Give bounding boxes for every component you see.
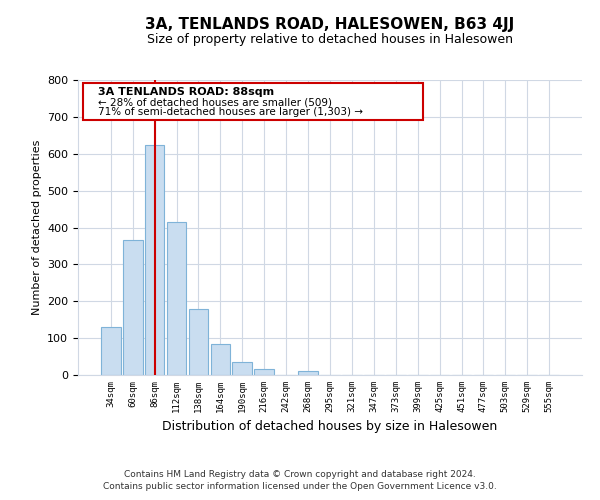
Bar	[188, 308, 208, 375]
Bar	[145, 144, 164, 375]
X-axis label: Distribution of detached houses by size in Halesowen: Distribution of detached houses by size …	[163, 420, 497, 434]
FancyBboxPatch shape	[83, 83, 423, 120]
Text: 3A TENLANDS ROAD: 88sqm: 3A TENLANDS ROAD: 88sqm	[98, 88, 274, 98]
Bar	[211, 344, 230, 375]
Bar	[101, 327, 121, 375]
Text: Size of property relative to detached houses in Halesowen: Size of property relative to detached ho…	[147, 32, 513, 46]
Bar	[232, 362, 252, 375]
Bar	[254, 370, 274, 375]
Text: ← 28% of detached houses are smaller (509): ← 28% of detached houses are smaller (50…	[98, 97, 332, 107]
Y-axis label: Number of detached properties: Number of detached properties	[32, 140, 41, 315]
Text: 3A, TENLANDS ROAD, HALESOWEN, B63 4JJ: 3A, TENLANDS ROAD, HALESOWEN, B63 4JJ	[145, 18, 515, 32]
Bar	[167, 222, 187, 375]
Bar	[298, 372, 318, 375]
Text: Contains HM Land Registry data © Crown copyright and database right 2024.: Contains HM Land Registry data © Crown c…	[124, 470, 476, 479]
Bar	[123, 240, 143, 375]
Text: 71% of semi-detached houses are larger (1,303) →: 71% of semi-detached houses are larger (…	[98, 107, 363, 117]
Text: Contains public sector information licensed under the Open Government Licence v3: Contains public sector information licen…	[103, 482, 497, 491]
